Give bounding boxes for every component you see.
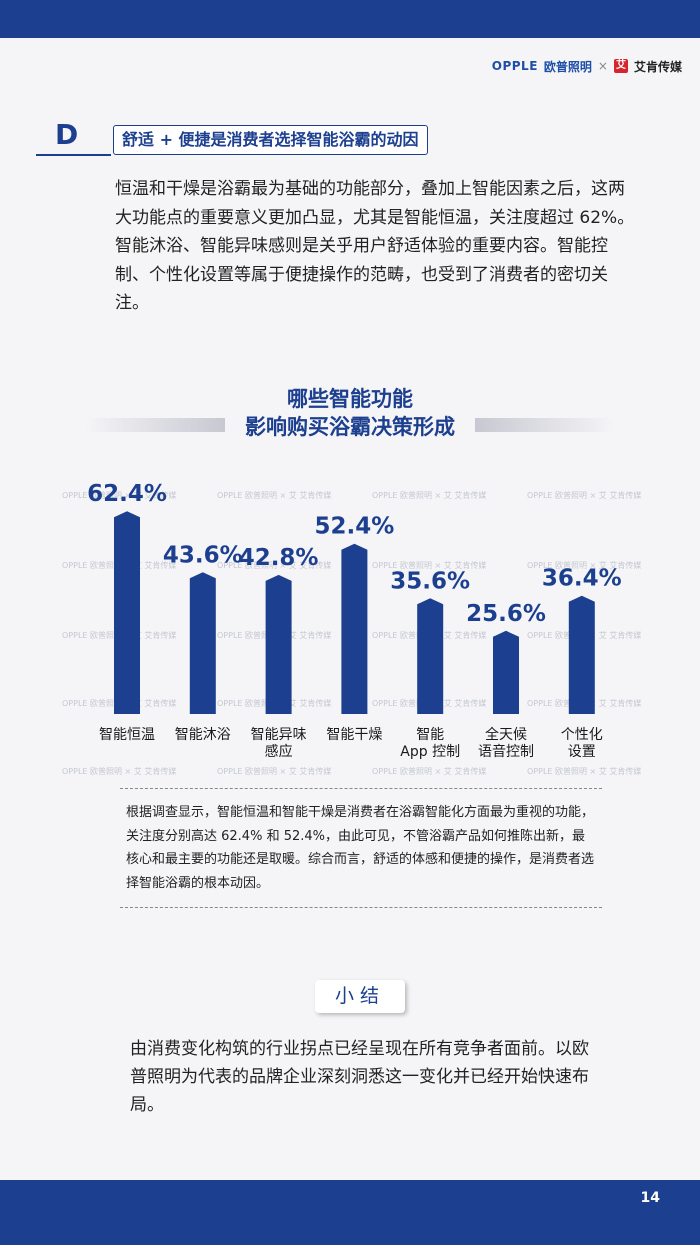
chart-bar [341, 543, 368, 714]
watermark-text: OPPLE 欧普照明 × 艾 艾肯传媒 [527, 561, 642, 570]
bar-value-label: 25.6% [466, 601, 546, 627]
chart-note: 根据调查显示，智能恒温和智能干燥是消费者在浴霸智能化方面最为重视的功能，关注度分… [120, 788, 602, 908]
page-number: 14 [640, 1190, 660, 1206]
title-decoration-right [475, 418, 615, 432]
title-decoration-left [85, 418, 225, 432]
chart-title: 哪些智能功能 影响购买浴霸决策形成 [0, 385, 700, 441]
summary-text: 由消费变化构筑的行业拐点已经呈现在所有竞争者面前。以欧普照明为代表的品牌企业深刻… [130, 1039, 589, 1115]
watermark-text: OPPLE 欧普照明 × 艾 艾肯传媒 [372, 767, 487, 776]
chart-bar [114, 511, 140, 714]
category-label: 智能恒温 [99, 727, 155, 743]
bar-value-label: 62.4% [87, 481, 167, 507]
chart-bar [265, 574, 292, 714]
bar-value-label: 36.4% [542, 566, 622, 592]
bar-value-label: 52.4% [315, 514, 395, 540]
category-label: 智能异味 [251, 727, 307, 743]
section-heading: 舒适 + 便捷是消费者选择智能浴霸的动因 [113, 125, 428, 155]
bar-value-label: 35.6% [390, 568, 470, 594]
chart-title-line2: 影响购买浴霸决策形成 [245, 415, 455, 439]
category-label: 智能沐浴 [175, 727, 231, 743]
partner-logo-icon: 艾 [613, 59, 628, 73]
brand-separator: × [597, 59, 608, 73]
chart-bar [417, 598, 444, 714]
watermark-text: OPPLE 欧普照明 × 艾 艾肯传媒 [62, 767, 177, 776]
opple-cn-name: 欧普照明 [543, 59, 592, 74]
section-rule [36, 154, 111, 156]
category-label: 全天候 [485, 726, 527, 743]
chart-bar [493, 630, 519, 714]
category-label: 感应 [265, 743, 293, 760]
watermark-text: OPPLE 欧普照明 × 艾 艾肯传媒 [217, 491, 332, 500]
watermark-text: OPPLE 欧普照明 × 艾 艾肯传媒 [372, 561, 487, 570]
watermark-text: OPPLE 欧普照明 × 艾 艾肯传媒 [527, 767, 642, 776]
section-letter: D [55, 118, 79, 151]
chart-bar [189, 572, 216, 714]
intro-paragraph: 恒温和干燥是浴霸最为基础的功能部分，叠加上智能因素之后，这两大功能点的重要意义更… [115, 179, 635, 313]
watermark-text: OPPLE 欧普照明 × 艾 艾肯传媒 [217, 767, 332, 776]
opple-logo: OPPLE [491, 59, 538, 73]
category-label: App 控制 [400, 744, 460, 760]
summary-badge: 小结 [315, 980, 405, 1013]
bar-value-label: 43.6% [163, 542, 243, 568]
category-label: 智能 [416, 727, 444, 743]
brand-header: OPPLE 欧普照明 × 艾 艾肯传媒 [492, 55, 682, 77]
chart-title-line1: 哪些智能功能 [287, 387, 413, 411]
partner-name: 艾肯传媒 [633, 59, 682, 74]
category-label: 智能干燥 [326, 727, 382, 743]
category-label: 语音控制 [478, 743, 534, 760]
watermark-text: OPPLE 欧普照明 × 艾 艾肯传媒 [527, 491, 642, 500]
watermark-text: OPPLE 欧普照明 × 艾 艾肯传媒 [217, 561, 332, 570]
bar-value-label: 42.8% [239, 545, 319, 571]
category-label: 设置 [568, 744, 596, 760]
watermark-text: OPPLE 欧普照明 × 艾 艾肯传媒 [62, 491, 177, 500]
top-banner [0, 0, 700, 38]
chart-bar [568, 595, 595, 714]
bottom-banner [0, 1180, 700, 1245]
watermark-text: OPPLE 欧普照明 × 艾 艾肯传媒 [372, 491, 487, 500]
category-label: 个性化 [561, 727, 603, 743]
